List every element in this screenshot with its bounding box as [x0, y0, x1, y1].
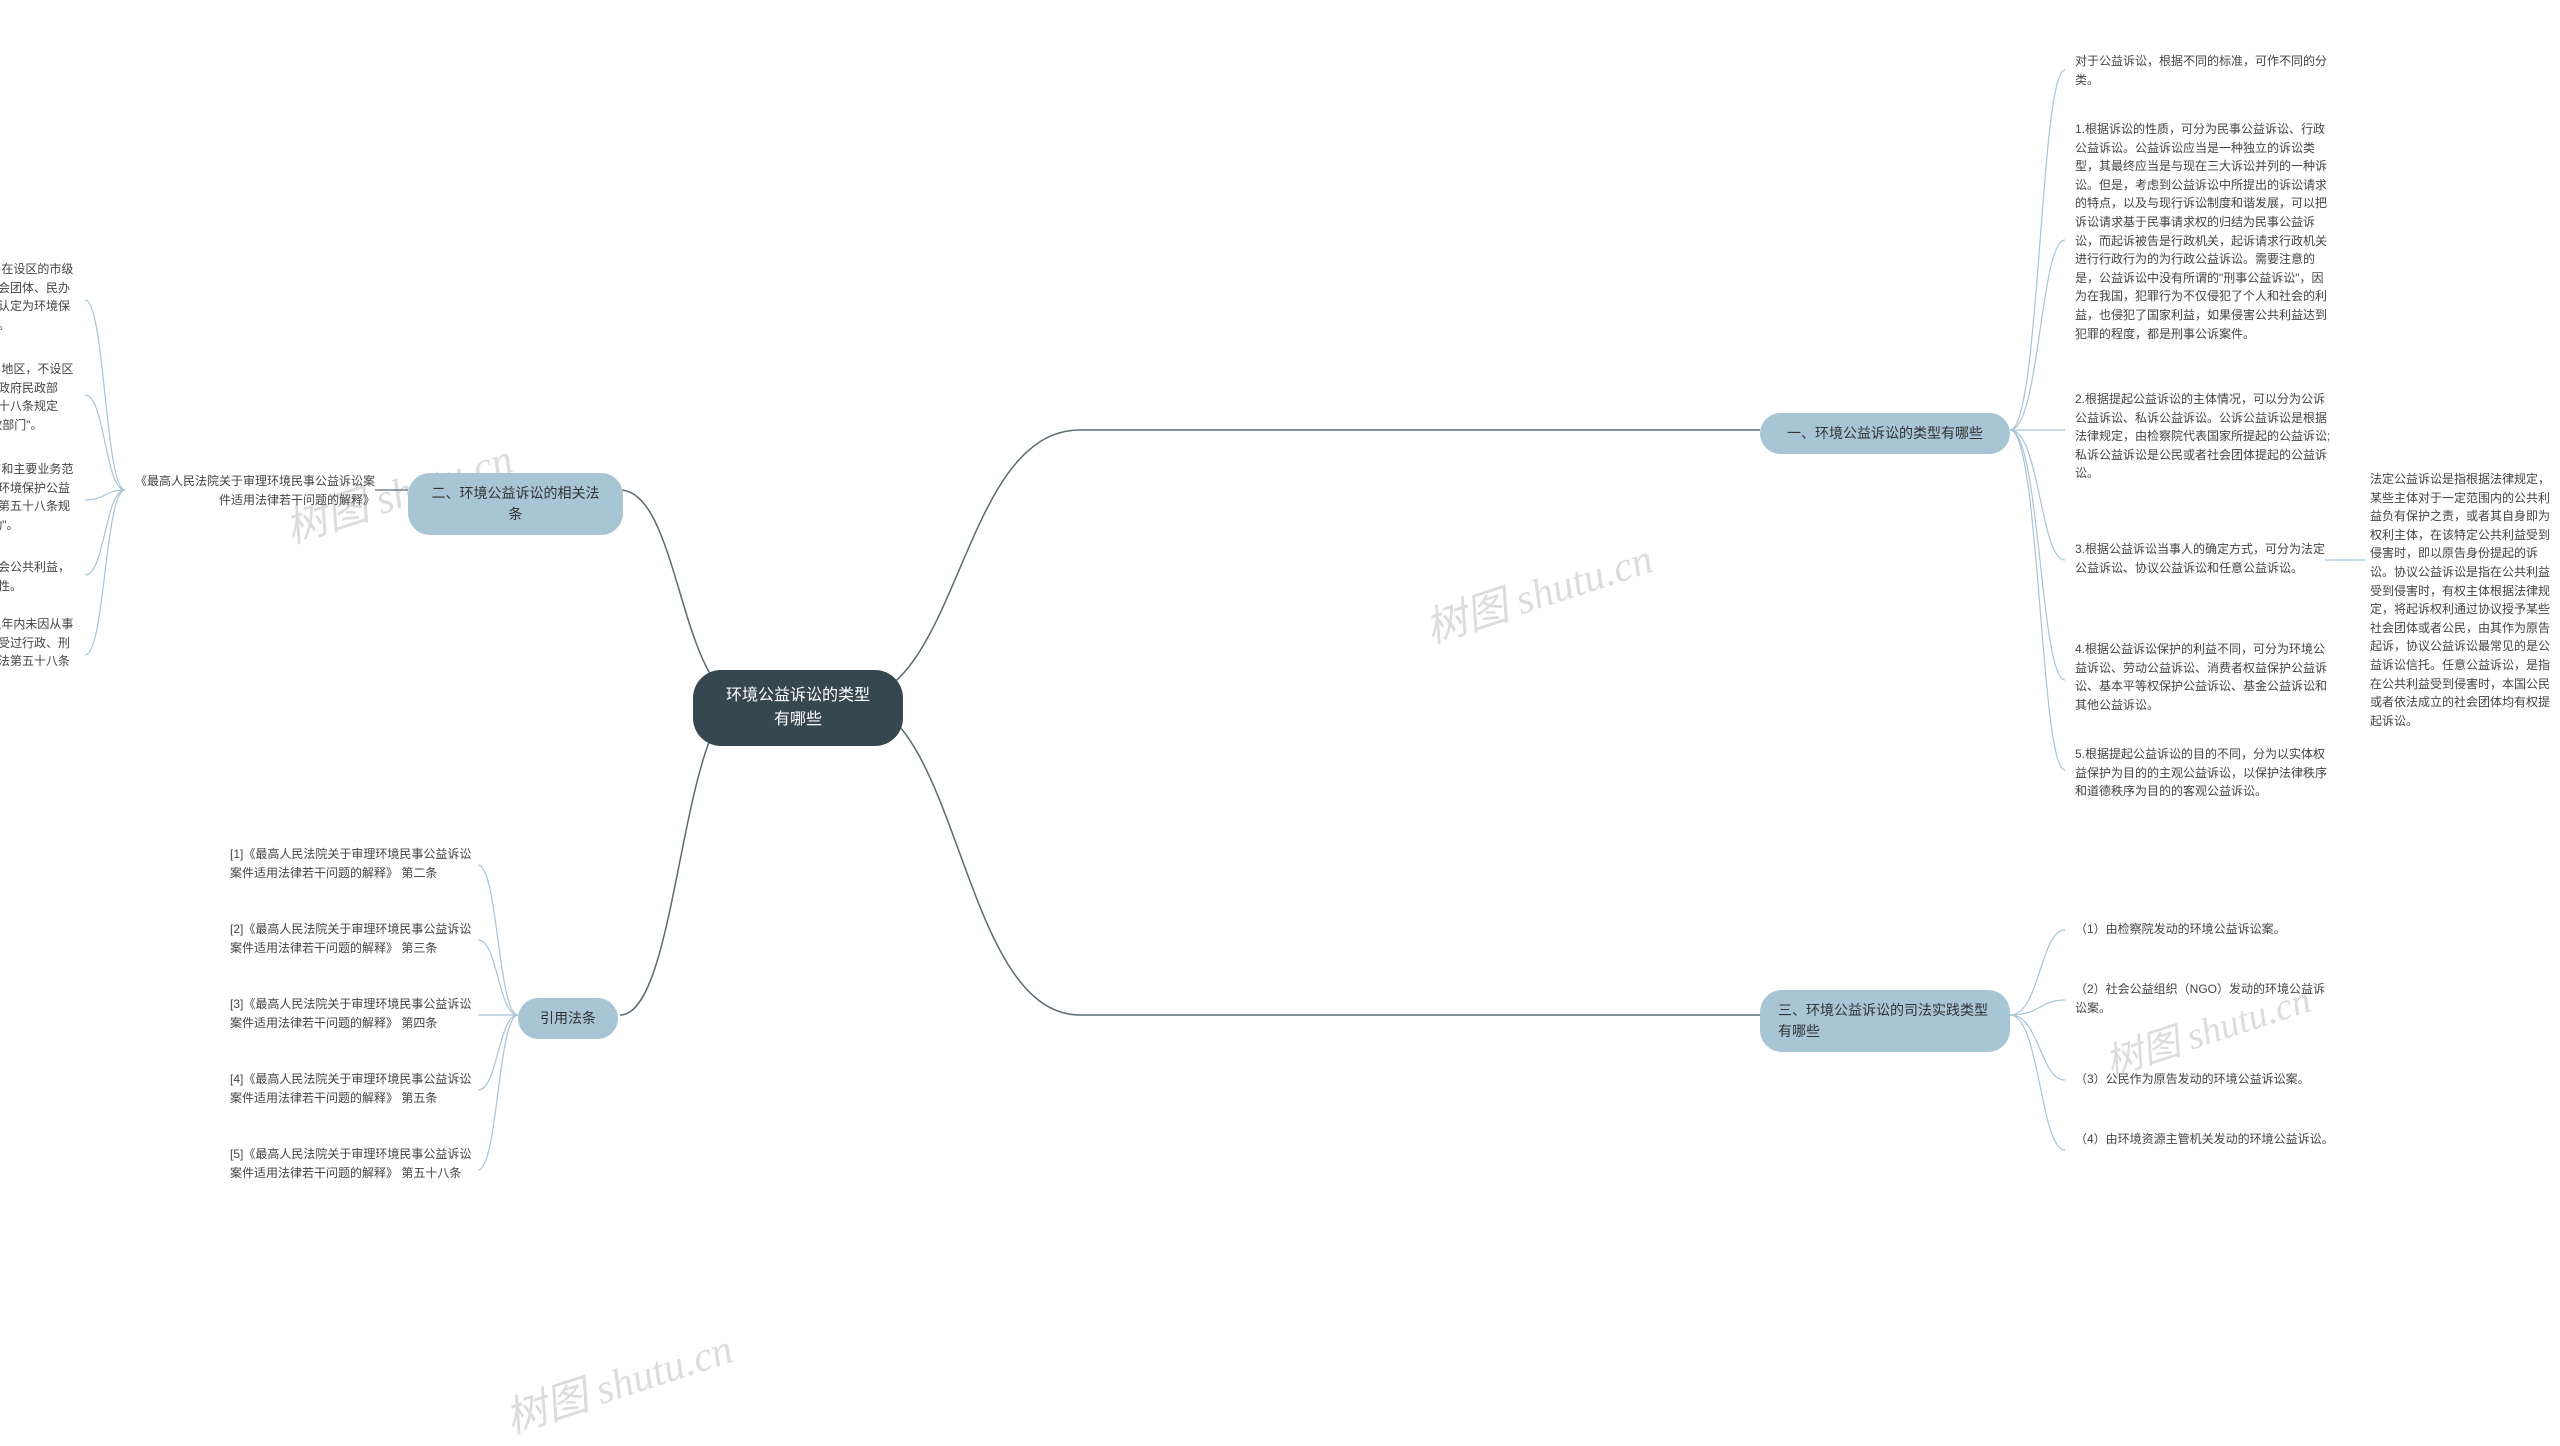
branch-label: 引用法条: [540, 1010, 596, 1026]
leaf-b1-1: 对于公益诉讼，根据不同的标准，可作不同的分类。: [2075, 52, 2335, 89]
leaf-b3-1: （1）由检察院发动的环境公益诉讼案。: [2075, 920, 2286, 939]
leaf-b4-1: [1]《最高人民法院关于审理环境民事公益诉讼案件适用法律若干问题的解释》 第二条: [230, 845, 475, 882]
leaf-b2-4: 社会组织提起的诉讼所涉及的社会公共利益，应与其宗旨和业务范围具有关联性。: [0, 558, 80, 595]
leaf-b4-5: [5]《最高人民法院关于审理环境民事公益诉讼案件适用法律若干问题的解释》 第五十…: [230, 1145, 475, 1182]
branch-judicial[interactable]: 三、环境公益诉讼的司法实践类型有哪些: [1760, 990, 2010, 1052]
leaf-b2-5: 第五条 社会组织在提起诉讼前五年内未因从事业务活动违反法律、法规的规定受过行政、…: [0, 615, 80, 689]
watermark: 树图 shutu.cn: [1416, 525, 1659, 656]
leaf-b1-4: 3.根据公益诉讼当事人的确定方式，可分为法定公益诉讼、协议公益诉讼和任意公益诉讼…: [2075, 540, 2335, 577]
branch-cited[interactable]: 引用法条: [518, 998, 618, 1039]
branch-types[interactable]: 一、环境公益诉讼的类型有哪些: [1760, 413, 2010, 454]
leaf-b3-4: （4）由环境资源主管机关发动的环境公益诉讼。: [2075, 1130, 2334, 1149]
leaf-b4-2: [2]《最高人民法院关于审理环境民事公益诉讼案件适用法律若干问题的解释》 第三条: [230, 920, 475, 957]
leaf-b1-4-sub: 法定公益诉讼是指根据法律规定，某些主体对于一定范围内的公共利益负有保护之责，或者…: [2370, 470, 2550, 730]
leaf-b1-5: 4.根据公益诉讼保护的利益不同，可分为环境公益诉讼、劳动公益诉讼、消费者权益保护…: [2075, 640, 2335, 714]
branch-laws[interactable]: 二、环境公益诉讼的相关法条: [408, 473, 623, 535]
leaf-b4-4: [4]《最高人民法院关于审理环境民事公益诉讼案件适用法律若干问题的解释》 第五条: [230, 1070, 475, 1107]
leaf-b1-2: 1.根据诉讼的性质，可分为民事公益诉讼、行政公益诉讼。公益诉讼应当是一种独立的诉…: [2075, 120, 2335, 343]
leaf-b4-3: [3]《最高人民法院关于审理环境民事公益诉讼案件适用法律若干问题的解释》 第四条: [230, 995, 475, 1032]
branch-label: 三、环境公益诉讼的司法实践类型有哪些: [1778, 1002, 1988, 1039]
leaf-b1-3: 2.根据提起公益诉讼的主体情况，可以分为公诉公益诉讼、私诉公益诉讼。公诉公益诉讼…: [2075, 390, 2335, 483]
leaf-b2-3: 第四条 社会组织章程确定的宗旨和主要业务范围是维护社会公共利益，且从事环境保护公…: [0, 460, 80, 534]
branch-label: 二、环境公益诉讼的相关法条: [432, 485, 600, 522]
leaf-b3-2: （2）社会公益组织（NGO）发动的环境公益诉讼案。: [2075, 980, 2335, 1017]
leaf-b2-1: 第二条 依照法律、法规的规定，在设区的市级以上人民政府民政部门登记的社会团体、民…: [0, 260, 80, 334]
b2-mid: 《最高人民法院关于审理环境民事公益诉讼案件适用法律若干问题的解释》: [130, 472, 375, 509]
branch-label: 一、环境公益诉讼的类型有哪些: [1787, 425, 1983, 441]
root-label: 环境公益诉讼的类型有哪些: [726, 687, 870, 728]
mindmap-canvas: 树图 shutu.cn 树图 shutu.cn 树图 shutu.cn 树图 s…: [0, 0, 2560, 1405]
leaf-b3-3: （3）公民作为原告发动的环境公益诉讼案。: [2075, 1070, 2310, 1089]
root-node[interactable]: 环境公益诉讼的类型有哪些: [693, 670, 903, 746]
watermark: 树图 shutu.cn: [496, 1315, 739, 1446]
leaf-b2-2: 第三条 设区的市，自治州、盟、地区，不设区的地级市，直辖市的区以上人民政府民政部…: [0, 360, 80, 434]
leaf-b1-6: 5.根据提起公益诉讼的目的不同，分为以实体权益保护为目的的主观公益诉讼，以保护法…: [2075, 745, 2335, 801]
